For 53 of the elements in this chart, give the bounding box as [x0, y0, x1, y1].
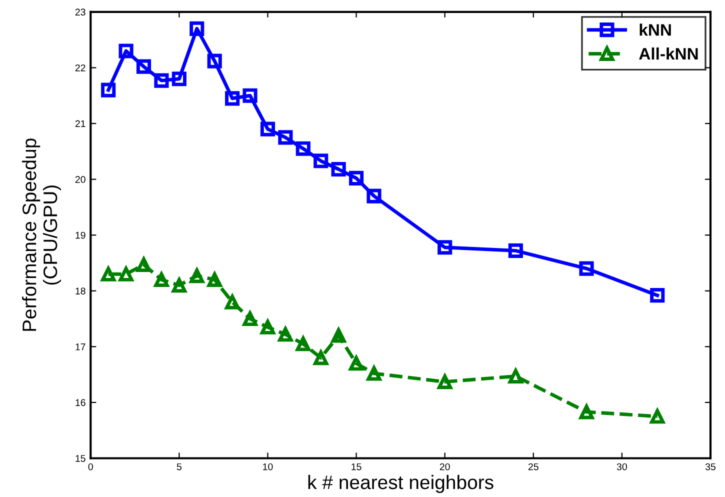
y-tick-label: 22 [75, 64, 86, 72]
x-tick-label: 30 [616, 463, 627, 470]
y-tick-label: 19 [76, 232, 86, 239]
point [225, 294, 240, 310]
point [260, 320, 276, 334]
x-axis-title: k # nearest neighbors [308, 474, 494, 494]
point [314, 154, 328, 168]
y-tick-label: 18 [76, 288, 86, 294]
point [348, 170, 364, 186]
point [331, 162, 346, 177]
x-tick-label: 10 [263, 463, 273, 470]
x-tick-label: 25 [528, 463, 538, 470]
y-tick-label: 16 [76, 399, 86, 406]
x-tick-label: 35 [705, 463, 716, 470]
point [366, 366, 382, 381]
point [154, 73, 169, 88]
x-tick-label: 0 [88, 463, 93, 470]
point [225, 91, 240, 106]
point [154, 272, 169, 287]
x-tick-label: 5 [176, 463, 182, 470]
point [331, 328, 346, 343]
x-tick-label: 15 [352, 463, 362, 470]
y-tick-label: 15 [76, 455, 86, 462]
point [118, 266, 134, 282]
point [101, 266, 116, 282]
point [366, 188, 382, 204]
y-tick-label: 20 [75, 176, 86, 183]
point [118, 44, 134, 58]
point [242, 88, 258, 103]
point [296, 141, 310, 156]
y-axis-title: Performance Speedup (CPU/GPU) [22, 138, 62, 331]
point [101, 82, 116, 98]
legend-label: All-kNN [639, 47, 698, 60]
y-tick-label: 23 [75, 8, 86, 16]
point [438, 240, 452, 255]
point [136, 59, 152, 74]
point [136, 257, 152, 272]
point [242, 311, 258, 326]
y-tick-label: 17 [76, 343, 86, 350]
legend-label: kNN [640, 24, 671, 36]
point [172, 72, 186, 86]
point [508, 368, 523, 384]
point [207, 54, 222, 68]
point [260, 122, 276, 136]
x-tick-label: 20 [440, 463, 450, 470]
point [278, 130, 293, 145]
point [579, 404, 594, 420]
point [579, 261, 594, 276]
point [190, 21, 204, 36]
point [508, 243, 523, 258]
point [650, 288, 665, 303]
point [207, 272, 222, 287]
y-tick-label: 21 [75, 120, 86, 128]
